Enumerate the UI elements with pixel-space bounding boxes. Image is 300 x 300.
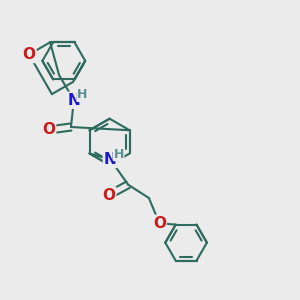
Text: H: H: [113, 148, 124, 160]
Text: H: H: [77, 88, 87, 101]
Text: O: O: [153, 216, 166, 231]
Text: O: O: [102, 188, 115, 202]
Text: O: O: [42, 122, 55, 137]
Text: N: N: [104, 152, 117, 167]
Text: O: O: [22, 47, 35, 62]
Text: N: N: [68, 93, 80, 108]
